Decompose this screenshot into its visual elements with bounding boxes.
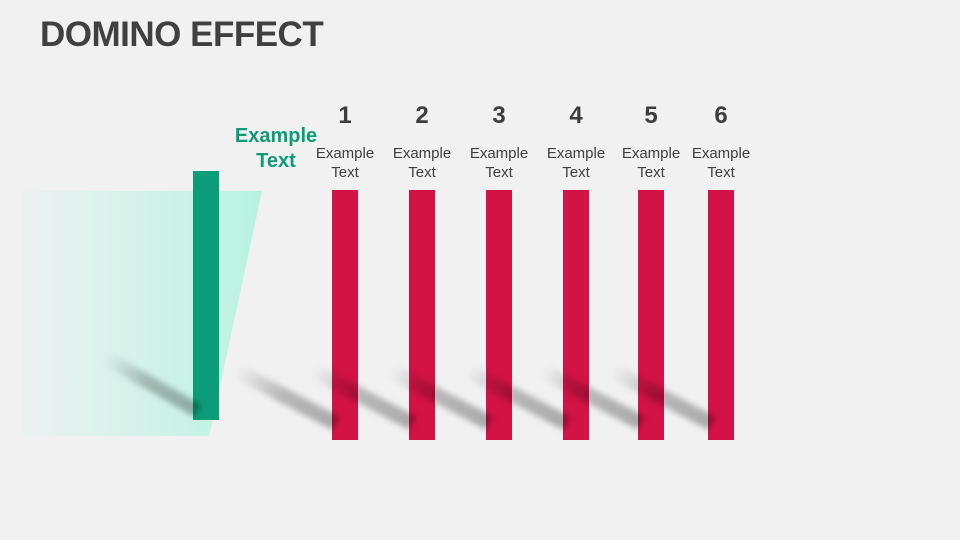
lead-domino-motion-trail: [22, 191, 262, 436]
domino-bar: [563, 190, 589, 440]
domino-bar: [409, 190, 435, 440]
lead-domino-label-line2: Text: [256, 150, 296, 172]
domino-label-line2: Text: [637, 164, 665, 181]
domino-label: Example Text: [613, 144, 689, 182]
domino-label: Example Text: [461, 144, 537, 182]
domino-bar: [332, 190, 358, 440]
domino-label-line2: Text: [562, 164, 590, 181]
domino-label-line1: Example: [315, 145, 375, 162]
lead-domino-label-line1: Example: [234, 125, 318, 147]
domino-number: 6: [714, 102, 728, 129]
domino-label-line2: Text: [331, 164, 359, 181]
domino-column: 5 Example Text: [539, 0, 680, 540]
domino-number: 3: [492, 102, 506, 129]
domino-label: Example Text: [683, 144, 759, 182]
domino-number: 5: [644, 102, 658, 129]
domino-label: Example Text: [384, 144, 460, 182]
domino-bar: [708, 190, 734, 440]
domino-column: 4 Example Text: [464, 0, 605, 540]
domino-label-line1: Example: [546, 145, 606, 162]
domino-label-line2: Text: [485, 164, 513, 181]
domino-label: Example Text: [307, 144, 383, 182]
domino-label-line1: Example: [691, 145, 751, 162]
domino-bar: [486, 190, 512, 440]
domino-label-line1: Example: [469, 145, 529, 162]
domino-label-line2: Text: [408, 164, 436, 181]
domino-number: 1: [338, 102, 352, 129]
domino-label-line2: Text: [707, 164, 735, 181]
domino-number: 4: [569, 102, 583, 129]
domino-column: 3 Example Text: [387, 0, 528, 540]
domino-number: 2: [415, 102, 429, 129]
domino-label-line1: Example: [621, 145, 681, 162]
slide-title: DOMINO EFFECT: [40, 15, 324, 54]
domino-label-line1: Example: [392, 145, 452, 162]
domino-column: 1 Example Text: [233, 0, 374, 540]
domino-column: 6 Example Text: [609, 0, 750, 540]
domino-column: 2 Example Text: [310, 0, 451, 540]
lead-domino-bar: [193, 171, 219, 420]
lead-domino-label: Example Text: [230, 124, 322, 174]
domino-label: Example Text: [538, 144, 614, 182]
